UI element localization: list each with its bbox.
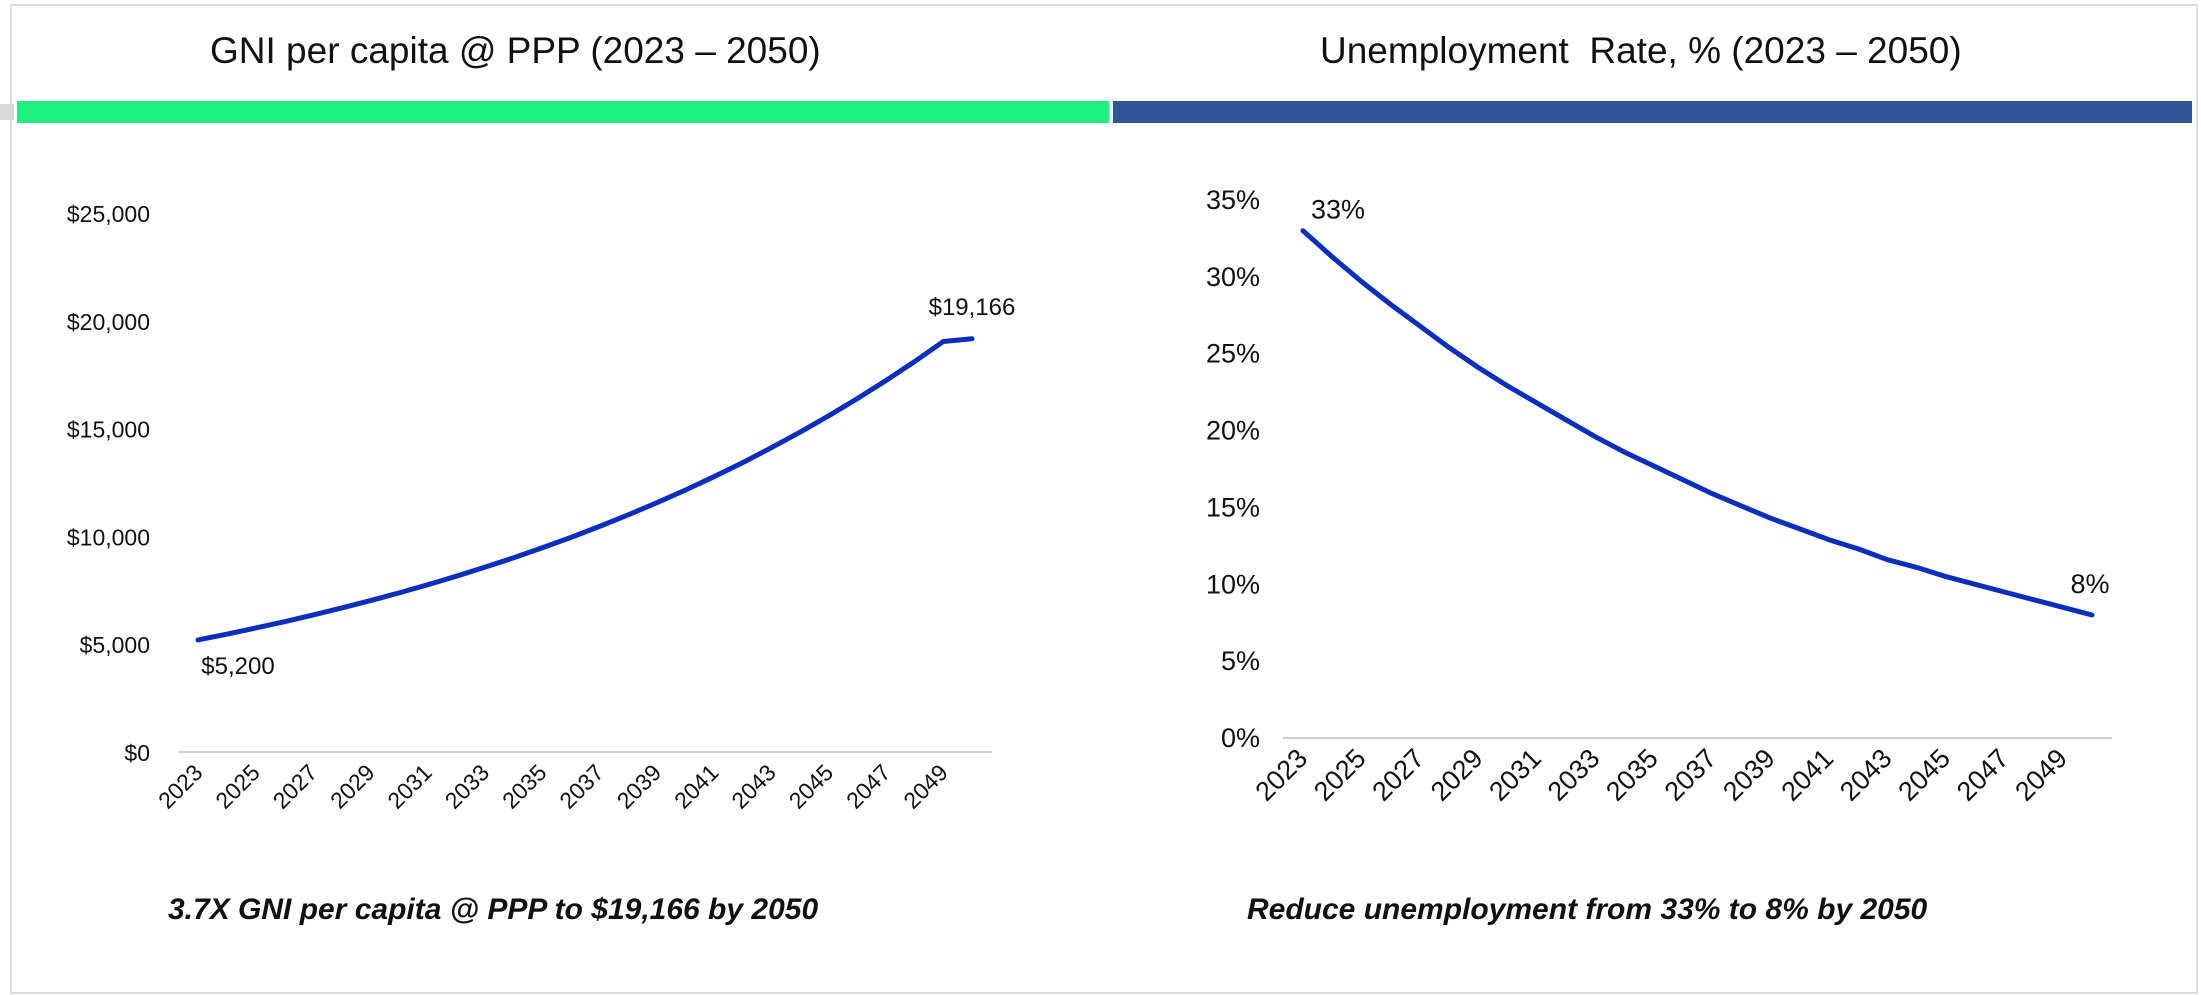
left-edge-stub bbox=[0, 104, 14, 120]
gni-y-tick-label: $25,000 bbox=[67, 201, 150, 227]
unemployment-x-tick-label: 2049 bbox=[2009, 743, 2073, 807]
unemployment-x-tick-label: 2027 bbox=[1366, 743, 1430, 807]
unemployment-x-tick-label: 2025 bbox=[1308, 743, 1372, 807]
unemployment-x-tick-label: 2047 bbox=[1951, 743, 2015, 807]
gni-y-tick-label: $15,000 bbox=[67, 417, 150, 443]
unemployment-y-tick-label: 0% bbox=[1221, 723, 1260, 753]
gni-chart-title: GNI per capita @ PPP (2023 – 2050) bbox=[210, 30, 821, 71]
unemployment-series-line bbox=[1300, 228, 2095, 618]
gni-series-line bbox=[195, 336, 975, 643]
unemployment-x-tick-label: 2029 bbox=[1425, 743, 1489, 807]
unemployment-data-label: 8% bbox=[2070, 569, 2109, 599]
unemployment-y-tick-label: 10% bbox=[1206, 569, 1260, 599]
unemployment-chart-title: Unemployment Rate, % (2023 – 2050) bbox=[1320, 30, 1962, 71]
unemployment-y-tick-label: 5% bbox=[1221, 646, 1260, 676]
gni-line-chart: $0$5,000$10,000$15,000$20,000$25,0002023… bbox=[67, 201, 1016, 814]
unemployment-x-tick-label: 2045 bbox=[1892, 743, 1956, 807]
gni-data-label: $5,200 bbox=[201, 653, 274, 680]
gni-y-tick-label: $10,000 bbox=[67, 524, 150, 550]
unemployment-x-tick-label: 2037 bbox=[1659, 743, 1723, 807]
unemployment-x-tick-label: 2039 bbox=[1717, 743, 1781, 807]
unemployment-x-tick-label: 2043 bbox=[1834, 743, 1898, 807]
unemployment-y-tick-label: 25% bbox=[1206, 339, 1260, 369]
unemployment-y-tick-label: 30% bbox=[1206, 262, 1260, 292]
unemployment-y-tick-label: 35% bbox=[1206, 185, 1260, 215]
unemployment-x-tick-label: 2033 bbox=[1542, 743, 1606, 807]
unemployment-data-label: 33% bbox=[1311, 195, 1365, 225]
unemployment-header-bar bbox=[1113, 101, 2192, 123]
unemployment-x-tick-label: 2041 bbox=[1776, 743, 1840, 807]
gni-data-label: $19,166 bbox=[929, 294, 1016, 321]
unemployment-line-chart: 0%5%10%15%20%25%30%35%202320252027202920… bbox=[1206, 185, 2112, 807]
gni-caption: 3.7X GNI per capita @ PPP to $19,166 by … bbox=[168, 893, 819, 926]
unemployment-y-tick-label: 15% bbox=[1206, 492, 1260, 522]
unemployment-x-tick-label: 2031 bbox=[1483, 743, 1547, 807]
gni-header-bar bbox=[17, 101, 1109, 123]
dashboard-frame bbox=[10, 4, 2198, 994]
gni-y-tick-label: $0 bbox=[124, 740, 150, 766]
gni-y-tick-label: $5,000 bbox=[80, 632, 150, 658]
unemployment-y-tick-label: 20% bbox=[1206, 416, 1260, 446]
unemployment-caption: Reduce unemployment from 33% to 8% by 20… bbox=[1247, 893, 1928, 926]
gni-y-tick-label: $20,000 bbox=[67, 309, 150, 335]
unemployment-x-tick-label: 2035 bbox=[1600, 743, 1664, 807]
